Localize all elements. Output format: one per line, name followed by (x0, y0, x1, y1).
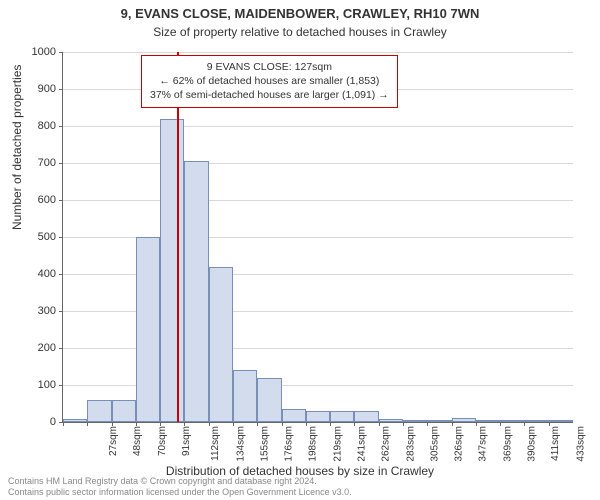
y-tick (59, 348, 63, 349)
gridline (63, 200, 573, 201)
annotation-line3: 37% of semi-detached houses are larger (… (150, 88, 389, 102)
histogram-bar (452, 418, 476, 422)
footer-line1: Contains HM Land Registry data © Crown c… (8, 476, 352, 487)
histogram-bar (63, 419, 87, 422)
x-tick (63, 422, 64, 426)
x-tick-label: 219sqm (332, 426, 343, 462)
x-tick-label: 27sqm (108, 426, 119, 456)
histogram-bar (524, 420, 548, 422)
y-tick-label: 600 (0, 194, 56, 206)
histogram-bar (403, 420, 427, 422)
x-tick (330, 422, 331, 426)
y-tick-label: 900 (0, 83, 56, 95)
histogram-bar (233, 370, 257, 422)
x-tick-label: 305sqm (429, 426, 440, 462)
x-tick (452, 422, 453, 426)
x-tick-label: 241sqm (357, 426, 368, 462)
histogram-bar (354, 411, 378, 422)
histogram-bar (257, 378, 281, 422)
histogram-bar (330, 411, 354, 422)
y-tick-label: 1000 (0, 46, 56, 58)
x-tick-label: 70sqm (157, 426, 168, 456)
footer-line2: Contains public sector information licen… (8, 487, 352, 498)
footer-attribution: Contains HM Land Registry data © Crown c… (8, 476, 352, 498)
gridline (63, 52, 573, 53)
x-tick-label: 326sqm (454, 426, 465, 462)
x-tick-label: 283sqm (405, 426, 416, 462)
histogram-bar (500, 420, 524, 422)
y-tick-label: 200 (0, 342, 56, 354)
x-tick (427, 422, 428, 426)
x-tick (354, 422, 355, 426)
x-tick (282, 422, 283, 426)
y-tick (59, 200, 63, 201)
histogram-bar (427, 420, 451, 422)
y-tick-label: 0 (0, 416, 56, 428)
y-tick (59, 126, 63, 127)
y-tick-label: 300 (0, 305, 56, 317)
y-tick-label: 800 (0, 120, 56, 132)
x-tick (233, 422, 234, 426)
x-tick-label: 176sqm (284, 426, 295, 462)
x-tick-label: 262sqm (381, 426, 392, 462)
x-tick-label: 347sqm (478, 426, 489, 462)
x-tick (87, 422, 88, 426)
x-tick-label: 112sqm (210, 426, 221, 461)
chart-title: 9, EVANS CLOSE, MAIDENBOWER, CRAWLEY, RH… (0, 0, 600, 23)
histogram-bar (87, 400, 111, 422)
histogram-bar (379, 419, 403, 422)
x-tick-label: 390sqm (527, 426, 538, 462)
y-tick (59, 311, 63, 312)
x-tick-label: 155sqm (259, 426, 270, 462)
gridline (63, 126, 573, 127)
gridline (63, 163, 573, 164)
x-tick-label: 433sqm (575, 426, 586, 462)
histogram-bar (136, 237, 160, 422)
annotation-line1: 9 EVANS CLOSE: 127sqm (150, 60, 389, 74)
y-tick (59, 385, 63, 386)
histogram-bar (476, 420, 500, 422)
y-tick (59, 89, 63, 90)
y-tick (59, 163, 63, 164)
y-tick-label: 500 (0, 231, 56, 243)
x-tick (500, 422, 501, 426)
x-tick (257, 422, 258, 426)
annotation-box: 9 EVANS CLOSE: 127sqm← 62% of detached h… (141, 55, 398, 108)
histogram-bar (549, 420, 573, 422)
x-tick-label: 411sqm (550, 426, 561, 461)
histogram-bar (306, 411, 330, 422)
histogram-bar (160, 119, 184, 422)
y-tick-label: 400 (0, 268, 56, 280)
annotation-line2: ← 62% of detached houses are smaller (1,… (150, 74, 389, 88)
histogram-bar (184, 161, 208, 422)
x-tick-label: 91sqm (181, 426, 192, 456)
y-tick-label: 700 (0, 157, 56, 169)
y-tick (59, 52, 63, 53)
y-tick (59, 274, 63, 275)
histogram-bar (282, 409, 306, 422)
histogram-bar (112, 400, 136, 422)
x-tick (403, 422, 404, 426)
x-tick (379, 422, 380, 426)
x-tick (524, 422, 525, 426)
chart-subtitle: Size of property relative to detached ho… (0, 23, 600, 39)
y-tick (59, 237, 63, 238)
x-tick-label: 369sqm (502, 426, 513, 462)
x-tick-label: 48sqm (132, 426, 143, 456)
x-tick-label: 198sqm (308, 426, 319, 462)
histogram-bar (209, 267, 233, 422)
y-tick-label: 100 (0, 379, 56, 391)
x-tick-label: 134sqm (235, 426, 246, 462)
plot-area: 9 EVANS CLOSE: 127sqm← 62% of detached h… (62, 52, 573, 423)
